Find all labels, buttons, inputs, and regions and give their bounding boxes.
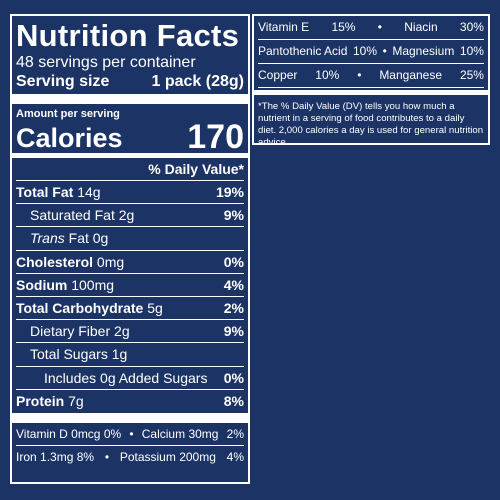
vitamin-dv: 0% (103, 426, 122, 441)
nutrient-amount: 14g (77, 184, 101, 200)
bullet: • (382, 44, 387, 58)
nutrient-name: Dietary Fiber (30, 323, 111, 340)
vitamin-dv: 8% (76, 449, 95, 464)
daily-value-header: % Daily Value* (16, 158, 244, 181)
vitamin-dv: 30% (459, 20, 484, 34)
nutrient-row-sodium: Sodium 100mg 4% (16, 274, 244, 297)
vitamin-dv: 10% (315, 68, 340, 82)
vitamin-dv: 10% (352, 44, 377, 58)
nutrient-amount: 2g (114, 323, 130, 340)
nutrient-amount: 0g (92, 230, 109, 247)
nutrient-amount: 2g (118, 207, 135, 224)
vitamin-name: Manganese (379, 68, 443, 82)
serving-size-value: 1 pack (28g) (151, 73, 244, 90)
nutrient-dv: 9% (223, 207, 244, 224)
medium-divider (254, 90, 488, 95)
calories-row: Calories 170 (16, 118, 244, 156)
nutrient-amount: 5g (147, 299, 163, 316)
nutrient-row-saturated-fat: Saturated Fat 2g 9% (16, 204, 244, 228)
nutrition-facts-panel: Nutrition Facts 48 servings per containe… (10, 14, 250, 484)
nutrient-dv: 2% (223, 299, 244, 316)
vitamin-dv: 2% (226, 426, 244, 441)
serving-size-label: Serving size (16, 73, 110, 90)
medium-divider (12, 153, 248, 158)
nutrient-dv: 0% (223, 369, 244, 386)
nutrient-name: Total Carbohydrate (16, 299, 144, 316)
bullet: • (129, 426, 134, 441)
nutrient-name: Includes 0g Added Sugars (44, 369, 208, 386)
nutrient-dv: 4% (223, 276, 244, 293)
nutrient-name: Sodium (16, 276, 68, 293)
nutrient-name: Total Sugars (30, 346, 108, 363)
thick-divider (12, 412, 248, 423)
nutrient-name: Protein (16, 392, 65, 409)
nutrient-row-dietary-fiber: Dietary Fiber 2g 9% (16, 320, 244, 344)
label-title: Nutrition Facts (16, 18, 240, 53)
nutrient-row-protein: Protein 7g 8% (16, 390, 244, 413)
vitamin-name: Vitamin E (258, 20, 310, 34)
vitamin-name: Pantothenic Acid (258, 44, 348, 58)
vitamin-dv: 15% (331, 20, 356, 34)
nutrient-amount: 0mg (96, 253, 125, 270)
bullet: • (104, 449, 110, 464)
nutrient-dv: 9% (223, 323, 244, 340)
nutrient-row-trans-fat: Trans Fat 0g (16, 227, 244, 251)
vitamin-amount: 30mg (188, 426, 219, 441)
calories-value: 170 (187, 118, 244, 156)
amount-per-serving: Amount per serving (16, 108, 120, 120)
nutrient-row-total-sugars: Total Sugars 1g (16, 343, 244, 367)
vitamin-row: Vitamin E 15% • Niacin 30% (258, 16, 484, 40)
servings-per-container: 48 servings per container (16, 54, 196, 71)
vitamin-name: Calcium (141, 426, 186, 441)
nutrient-row-total-carbohydrate: Total Carbohydrate 5g 2% (16, 297, 244, 321)
vitamin-amount: 0mcg (71, 426, 101, 441)
vitamin-amount: 1.3mg (40, 449, 74, 464)
nutrient-amount: 7g (68, 392, 84, 409)
nutrient-dv: 0% (223, 253, 244, 270)
nutrient-row-total-fat: Total Fat 14g 19% (16, 181, 244, 205)
vitamin-name: Niacin (404, 20, 438, 34)
vitamins-panel: Vitamin E 15% • Niacin 30% Pantothenic A… (252, 14, 490, 148)
vitamin-name: Potassium (119, 449, 176, 464)
vitamin-dv: 4% (226, 449, 244, 464)
nutrient-name-suffix: Fat (68, 230, 89, 247)
thick-divider (12, 94, 248, 104)
bullet: • (377, 20, 382, 34)
calories-label: Calories (16, 123, 123, 153)
vitamin-name: Iron (16, 449, 37, 464)
vitamin-row: Vitamin D 0mcg 0% • Calcium 30mg 2% (16, 423, 244, 446)
nutrient-dv: 19% (215, 184, 244, 200)
vitamin-row: Copper 10% • Manganese 25% (258, 64, 484, 88)
vitamin-row: Pantothenic Acid 10% • Magnesium 10% (258, 40, 484, 64)
bullet: • (357, 68, 362, 82)
nutrient-name: Trans (30, 230, 65, 247)
nutrient-row-added-sugars: Includes 0g Added Sugars 0% (16, 367, 244, 390)
nutrient-name: Saturated Fat (30, 207, 115, 224)
vitamin-dv: 10% (459, 44, 484, 58)
nutrient-amount: 100mg (71, 276, 115, 293)
nutrient-amount: 1g (111, 346, 128, 363)
nutrient-row-cholesterol: Cholesterol 0mg 0% (16, 251, 244, 274)
footnote: *The % Daily Value (DV) tells you how mu… (258, 101, 484, 148)
vitamin-row: Iron 1.3mg 8% • Potassium 200mg 4% (16, 446, 244, 468)
vitamin-name: Vitamin D (16, 426, 68, 441)
vitamin-name: Magnesium (392, 44, 455, 58)
nutrient-name: Total Fat (16, 184, 74, 200)
vitamin-amount: 200mg (179, 449, 216, 464)
nutrient-dv: 8% (223, 392, 244, 409)
vitamin-name: Copper (258, 68, 298, 82)
nutrient-name: Cholesterol (16, 253, 94, 270)
serving-size: Serving size 1 pack (28g) (16, 72, 244, 92)
vitamin-dv: 25% (459, 68, 484, 82)
